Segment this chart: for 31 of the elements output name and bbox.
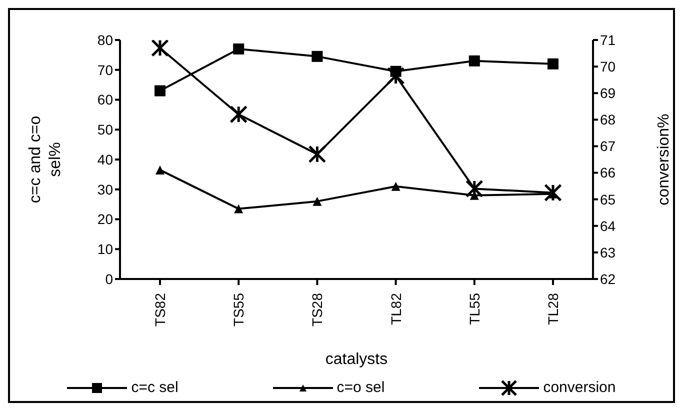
x-axis-title: catalysts xyxy=(325,351,388,368)
y2-tick-label: 68 xyxy=(600,112,616,128)
y2-tick-label: 64 xyxy=(600,218,616,234)
x-tick-label: TL55 xyxy=(466,292,482,325)
y-tick-label: 10 xyxy=(97,241,114,258)
y-tick-label: 40 xyxy=(97,151,114,168)
y-tick-label: 70 xyxy=(97,62,114,78)
x-tick-label: TS55 xyxy=(230,292,247,326)
x-tick-label: TS28 xyxy=(309,292,326,326)
y2-tick-label: 71 xyxy=(600,32,616,48)
y2-tick-label: 63 xyxy=(600,244,616,260)
y2-axis-title: conversion% xyxy=(656,114,673,206)
y2-tick-label: 62 xyxy=(600,270,616,287)
y-tick-label: 80 xyxy=(97,32,114,48)
y-tick-label: 50 xyxy=(97,122,114,138)
y-tick-label: 20 xyxy=(97,211,114,228)
y2-tick-label: 70 xyxy=(600,58,616,75)
x-tick-label: TL28 xyxy=(545,292,561,325)
y2-tick-label: 69 xyxy=(600,85,616,102)
legend-label: conversion xyxy=(543,379,616,396)
y-tick-label: 0 xyxy=(105,270,114,287)
x-tick-label: TS82 xyxy=(152,292,168,326)
legend-label: c=c sel xyxy=(131,379,178,396)
y-tick-label: 30 xyxy=(97,181,114,198)
y2-tick-label: 67 xyxy=(600,138,616,154)
y-axis-title: c=c and c=o sel% xyxy=(27,116,64,204)
y-tick-label: 60 xyxy=(97,92,114,108)
y2-tick-label: 66 xyxy=(600,164,616,181)
y2-tick-label: 65 xyxy=(600,191,616,208)
x-tick-label: TL82 xyxy=(388,292,404,325)
legend-label: c=o sel xyxy=(336,379,385,396)
